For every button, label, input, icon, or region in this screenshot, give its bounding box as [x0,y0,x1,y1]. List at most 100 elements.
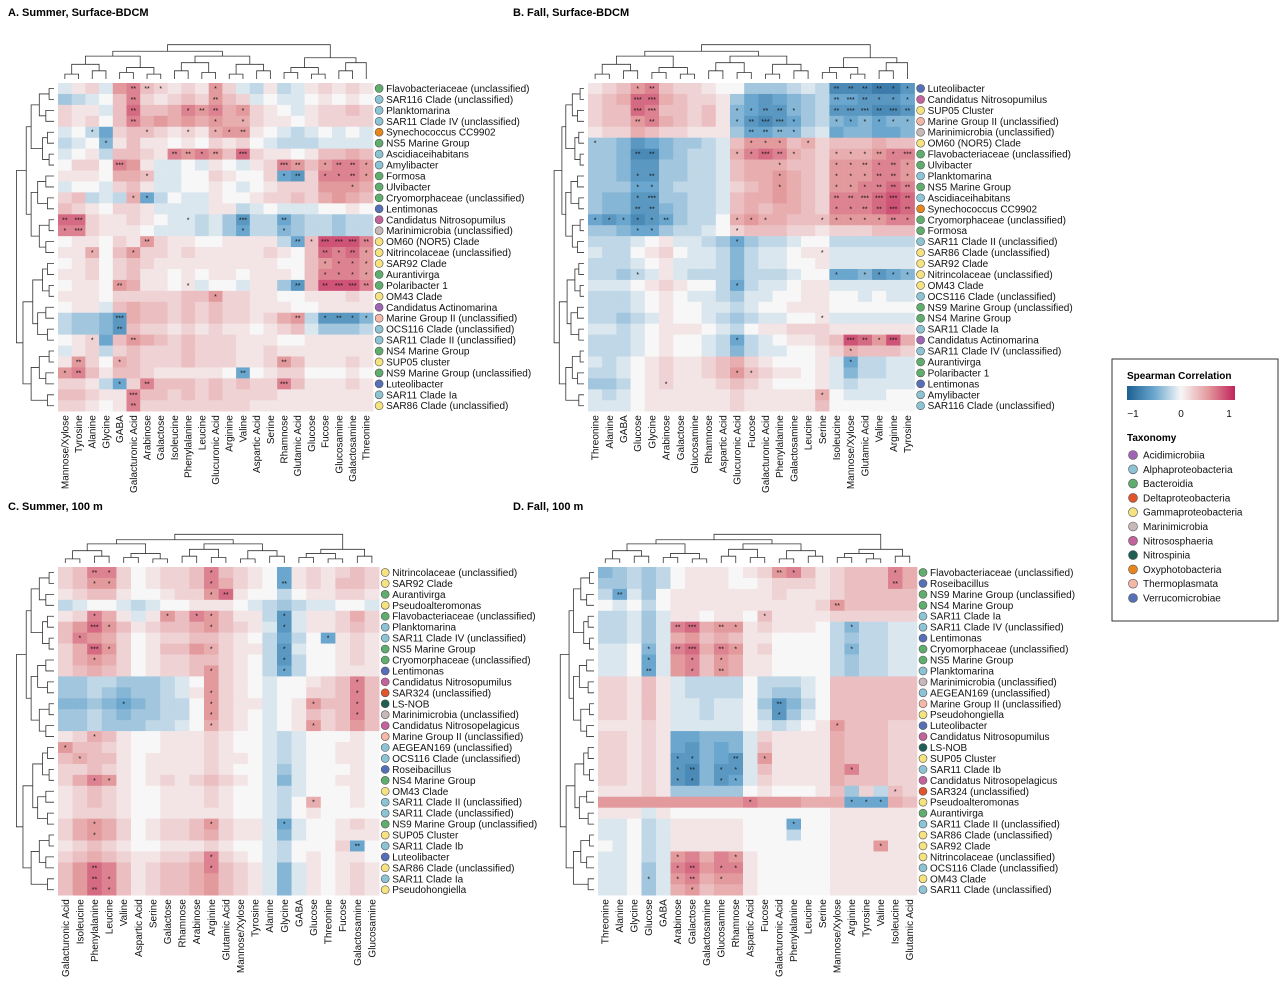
panel-c-heatmap-cell [335,577,351,590]
panel-c-heatmap-cell [58,742,73,754]
panel-c-heatmap-cell [116,665,132,677]
panel-c-heatmap-cell [291,709,307,721]
panel-a-heatmap-cell [58,170,72,182]
panel-a-row-taxonomy-dot [374,204,384,214]
panel-c-heatmap-cell [306,884,322,896]
panel-a-heatmap-cell [126,148,141,160]
panel-a-heatmap-cell [236,192,251,204]
panel-a-significance-mark: ** [364,283,370,290]
panel-b-heatmap-cell [644,378,660,390]
panel-b-row-dendrogram-branch [571,224,581,248]
panel-a-heatmap-cell [249,126,264,138]
panel-b-heatmap-cell [872,345,887,357]
panel-a-column-label: Galactose [156,415,167,460]
panel-d-heatmap-cell [815,796,831,808]
panel-c-heatmap-cell [247,752,263,765]
panel-b-heatmap-cell [659,225,674,237]
panel-a-significance-mark: * [187,283,190,290]
panel-d-heatmap-cell [743,567,758,579]
panel-c-heatmap-cell [131,621,146,633]
panel-c-heatmap-cell [87,752,103,765]
panel-d-heatmap-cell [786,567,802,579]
panel-b-heatmap-cell [588,115,603,128]
panel-a-heatmap-cell [208,323,223,335]
panel-a-row-dendrogram-branch [37,312,48,336]
panel-c-heatmap-cell [262,884,278,896]
panel-c-heatmap-cell [306,785,322,798]
panel-a-heatmap-cell [153,214,168,226]
panel-d-heatmap-cell [888,829,903,841]
panel-a-heatmap-cell [58,323,72,335]
taxonomy-legend-label: Nitrososphaeria [1143,536,1213,547]
panel-d-heatmap-cell [902,588,918,601]
panel-a-heatmap-cell [249,83,264,95]
panel-a-significance-mark: ** [322,283,328,290]
panel-a-heatmap-cell [71,247,86,259]
panel-b-heatmap-cell [588,148,603,160]
panel-b-heatmap-cell [701,181,717,193]
panel-d-heatmap-cell [728,610,744,622]
panel-a-column-label: Fucose [321,415,332,448]
panel-b-heatmap-cell [673,389,688,401]
panel-b-heatmap-cell [701,214,717,226]
panel-a: A. Summer, Surface-BDCM** ** * *** **** * ** **… [8,7,531,493]
panel-d-heatmap-cell [656,588,671,601]
panel-d-heatmap-cell [627,599,642,612]
panel-c-heatmap-cell [174,654,190,666]
panel-c-heatmap-cell [101,731,117,743]
panel-a-heatmap-cell [181,104,196,117]
panel-a-significance-mark: * [365,272,368,279]
panel-b-heatmap-cell [630,367,646,379]
panel-c-significance-mark: ** [92,570,98,577]
panel-d-heatmap-cell [859,731,874,743]
panel-a-heatmap-cell [71,192,86,204]
panel-c-heatmap-cell [262,654,278,666]
panel-b-heatmap-cell [588,181,603,193]
panel-a-row-taxonomy-dot [374,106,384,115]
panel-c-heatmap-cell [277,785,292,798]
panel-d-column-label: Phenylalanine [789,899,800,962]
panel-d-heatmap-cell [772,796,787,808]
panel-b-heatmap-cell [758,170,773,182]
panel-c-heatmap-cell [87,731,103,743]
panel-a-heatmap-cell [277,181,292,193]
panel-c-heatmap-cell [320,763,336,776]
panel-a-heatmap-cell [153,83,168,95]
panel-b-row-dendrogram-branch [571,93,581,117]
panel-b-heatmap-cell [630,137,646,149]
panel-c-heatmap-cell [277,752,292,765]
panel-b-significance-mark: *** [847,108,855,115]
panel-d-heatmap-cell [786,796,802,808]
panel-a-heatmap-cell [359,323,374,335]
panel-d-heatmap-cell [743,577,758,590]
panel-d-heatmap-cell [902,742,918,754]
panel-b-heatmap-cell [588,192,603,204]
panel-b-heatmap-cell [829,126,844,138]
scale-max-label: 1 [1226,409,1232,420]
panel-b-heatmap-cell [786,126,802,138]
panel-d-heatmap-cell [685,873,700,885]
panel-d-heatmap-cell [656,720,671,732]
panel-d-heatmap-cell [743,588,758,601]
panel-b-significance-mark: * [750,108,753,115]
panel-b-heatmap-cell [857,225,873,237]
panel-c-row-dendrogram-branch [25,610,32,699]
panel-c-heatmap-cell [320,599,336,612]
panel-a-row-taxonomy-dot [374,84,384,93]
panel-b-significance-mark: ** [876,184,882,191]
panel-b-row-taxonomy-dot [916,292,925,301]
panel-b-heatmap-cell [673,290,688,303]
panel-a-heatmap-cell [236,290,251,303]
panel-b-heatmap-cell [786,247,802,259]
panel-c-row-dendrogram-branch [37,665,48,688]
panel-a-row-dendrogram-branch [42,268,50,292]
panel-c-heatmap-cell [218,862,234,874]
panel-a-row-dendrogram-branch [37,181,48,204]
panel-b-heatmap-cell [659,334,674,346]
panel-b-heatmap-cell [701,104,717,117]
panel-d-col-dendrogram-branch [865,558,882,563]
panel-a-significance-mark: * [337,272,340,279]
panel-d-heatmap-cell [598,654,613,666]
panel-d-heatmap-cell [670,720,686,732]
panel-c-heatmap-cell [116,567,132,579]
